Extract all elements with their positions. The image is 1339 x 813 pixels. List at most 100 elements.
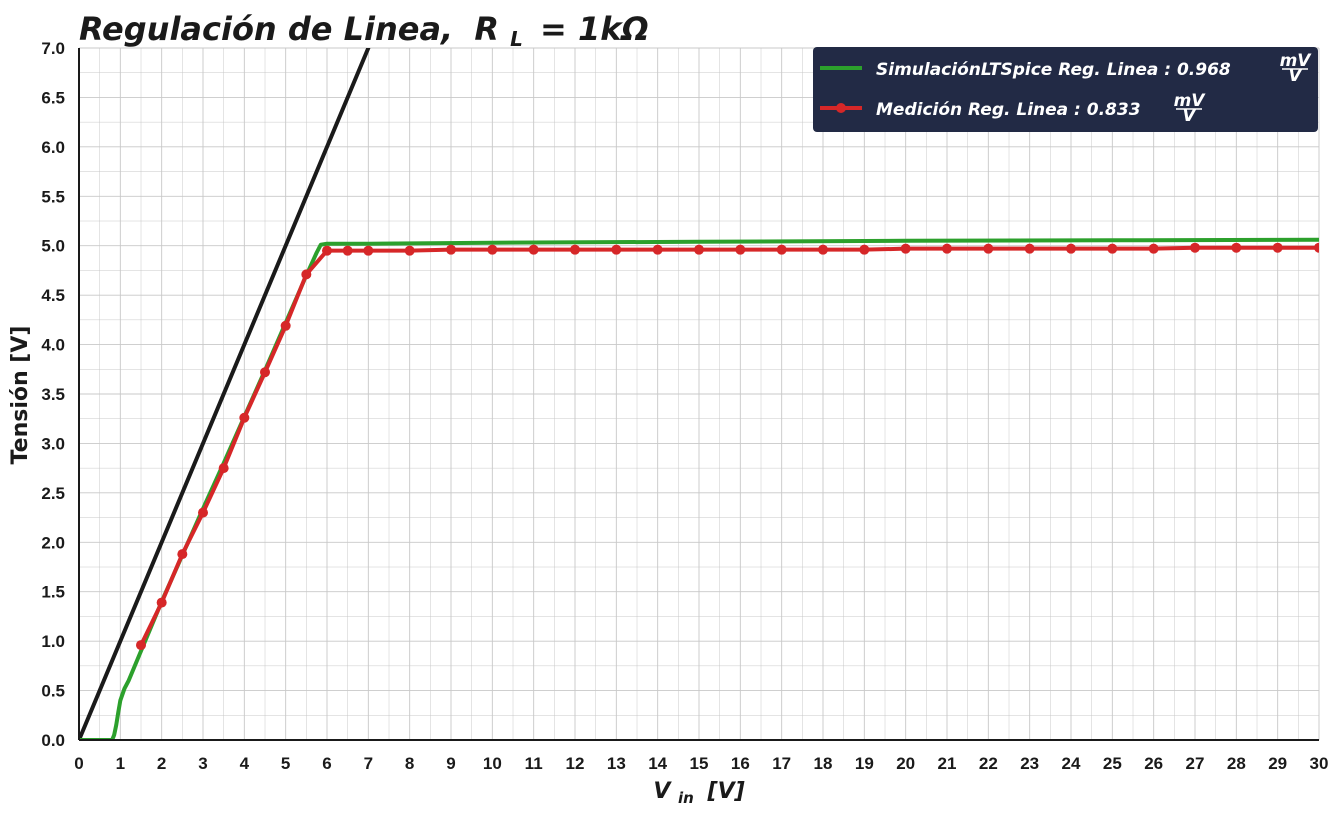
measurement-point xyxy=(694,244,704,255)
y-tick-labels: 0.0 0.5 1.0 1.5 2.0 2.5 3.0 3.5 4.0 4.5 5.0 5.5 6.0 6… xyxy=(41,39,65,750)
x-tick-label: 0 xyxy=(74,754,83,773)
title-r-sub: L xyxy=(510,27,523,51)
y-tick-label: 6.5 xyxy=(41,88,65,107)
x-axis-label: V in [V] xyxy=(653,779,744,809)
y-axis-label: Tensión [V] xyxy=(8,326,33,465)
legend-sim-frac-den: V xyxy=(1288,66,1303,86)
measurement-point xyxy=(1231,242,1242,253)
y-tick-label: 0.0 xyxy=(41,731,65,750)
measurement-point xyxy=(570,244,580,255)
measurement-point xyxy=(218,463,229,474)
y-tick-label: 3.0 xyxy=(41,434,65,453)
y-tick-label: 2.0 xyxy=(41,533,65,552)
x-tick-label: 8 xyxy=(405,754,414,773)
title-eq: = 1kΩ xyxy=(540,10,649,48)
measurement-point xyxy=(1107,243,1118,254)
legend-box xyxy=(813,47,1318,132)
measurement-point xyxy=(446,244,456,255)
measurement-point xyxy=(1066,243,1076,254)
x-label-v: V xyxy=(653,779,672,804)
x-tick-label: 10 xyxy=(483,754,502,773)
x-tick-label: 29 xyxy=(1268,754,1287,773)
legend-meas-main: Medición Reg. Linea : 0.833 xyxy=(876,100,1141,120)
measurement-point xyxy=(177,549,188,560)
x-tick-label: 30 xyxy=(1310,754,1329,773)
x-tick-label: 9 xyxy=(446,754,455,773)
measurement-point xyxy=(156,597,167,608)
y-tick-label: 4.0 xyxy=(41,336,65,355)
measurement-point xyxy=(404,245,415,256)
x-tick-label: 11 xyxy=(525,754,543,773)
x-tick-label: 13 xyxy=(607,754,626,773)
measurement-point xyxy=(859,244,870,255)
measurement-point xyxy=(942,243,952,254)
measurement-point xyxy=(322,245,332,256)
legend-sim-frac-num: mV xyxy=(1280,51,1313,71)
measurement-point xyxy=(198,507,208,518)
x-tick-labels: 0 1 2 3 4 5 6 7 8 9 10 11 12 13 14 15 16 17 18 19 20 21 22 23 24… xyxy=(74,754,1328,773)
measurement-point xyxy=(487,244,498,255)
x-tick-label: 6 xyxy=(322,754,331,773)
x-tick-label: 15 xyxy=(690,754,709,773)
measurement-point xyxy=(652,244,663,255)
x-tick-label: 18 xyxy=(814,754,833,773)
x-tick-label: 28 xyxy=(1227,754,1246,773)
x-tick-label: 7 xyxy=(364,754,373,773)
title-r: R xyxy=(474,10,499,48)
y-tick-label: 1.0 xyxy=(41,632,65,651)
measurement-point xyxy=(301,269,312,280)
legend-meas-frac-den: V xyxy=(1182,106,1197,126)
measurement-point xyxy=(1314,242,1319,253)
legend-sim-main: SimulaciónLTSpice Reg. Linea : 0.968 xyxy=(876,60,1231,80)
x-tick-label: 5 xyxy=(281,754,290,773)
measurement-point xyxy=(342,245,353,256)
chart-title: Regulación de Linea, R L = 1kΩ xyxy=(79,10,649,54)
x-tick-label: 24 xyxy=(1062,754,1081,773)
x-label-sub: in xyxy=(678,789,694,807)
legend-meas-frac-num: mV xyxy=(1174,91,1207,111)
measurement-point xyxy=(900,243,911,254)
y-tick-label: 7.0 xyxy=(41,39,65,58)
legend-label-simulation: SimulaciónLTSpice Reg. Linea : 0.968 xyxy=(876,60,1231,80)
y-tick-label: 4.5 xyxy=(41,286,65,305)
x-tick-label: 4 xyxy=(240,754,250,773)
measurement-point xyxy=(735,244,746,255)
axes xyxy=(78,48,1319,741)
y-tick-label: 6.0 xyxy=(41,138,65,157)
measurement-point xyxy=(1272,242,1283,253)
x-tick-label: 12 xyxy=(566,754,585,773)
x-tick-label: 16 xyxy=(731,754,750,773)
x-tick-label: 2 xyxy=(157,754,166,773)
x-tick-label: 20 xyxy=(896,754,915,773)
x-tick-label: 25 xyxy=(1103,754,1122,773)
y-tick-label: 3.5 xyxy=(41,385,65,404)
x-tick-label: 22 xyxy=(979,754,998,773)
x-label-unit: [V] xyxy=(707,779,745,804)
measurement-line xyxy=(139,245,1319,648)
grid xyxy=(78,47,1320,741)
measurement-point xyxy=(280,320,291,331)
x-tick-label: 21 xyxy=(938,754,957,773)
measurement-point xyxy=(363,245,374,256)
y-tick-label: 1.5 xyxy=(41,583,65,602)
measurement-point xyxy=(239,412,250,423)
legend: SimulaciónLTSpice Reg. Linea : 0.968 mV … xyxy=(813,47,1318,132)
x-tick-label: 3 xyxy=(198,754,207,773)
measurement-point xyxy=(136,640,146,651)
y-tick-label: 0.5 xyxy=(41,682,65,701)
measurement-point xyxy=(1190,242,1200,253)
legend-label-measurement: Medición Reg. Linea : 0.833 xyxy=(876,100,1141,120)
x-tick-label: 26 xyxy=(1144,754,1163,773)
measurement-point xyxy=(1148,243,1159,254)
measurement-point xyxy=(260,367,270,378)
y-tick-label: 5.5 xyxy=(41,187,65,206)
reference-line xyxy=(79,48,371,740)
title-main: Regulación de Linea, xyxy=(79,10,453,48)
x-tick-label: 27 xyxy=(1186,754,1205,773)
series-layer xyxy=(79,48,1319,740)
x-tick-label: 19 xyxy=(855,754,874,773)
measurement-point xyxy=(528,244,539,255)
measurement-point xyxy=(776,244,787,255)
y-tick-label: 2.5 xyxy=(41,484,65,503)
